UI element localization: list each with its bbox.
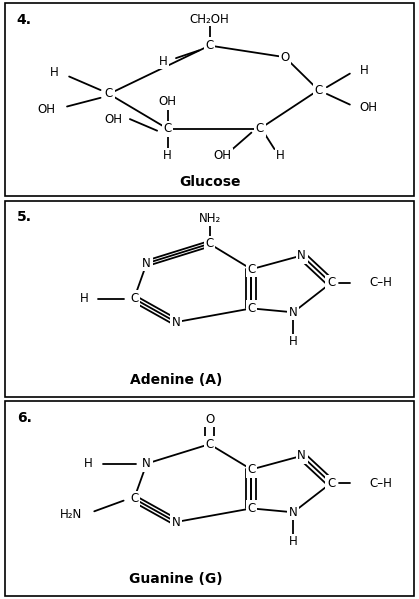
Text: C: C <box>205 438 214 450</box>
Text: O: O <box>205 413 214 426</box>
Text: C: C <box>205 39 214 52</box>
Text: C–H: C–H <box>370 477 393 489</box>
FancyBboxPatch shape <box>5 201 414 397</box>
Text: H: H <box>277 149 285 162</box>
Text: C: C <box>327 276 335 289</box>
Text: CH₂OH: CH₂OH <box>190 13 229 26</box>
Text: OH: OH <box>37 103 55 116</box>
Text: OH: OH <box>104 113 122 126</box>
Text: C: C <box>314 83 323 96</box>
Text: N: N <box>289 306 297 319</box>
Text: H: H <box>159 55 168 68</box>
Text: OH: OH <box>213 149 231 162</box>
Text: Adenine (A): Adenine (A) <box>130 373 222 387</box>
Text: C: C <box>247 263 256 276</box>
Text: NH₂: NH₂ <box>198 213 221 225</box>
FancyBboxPatch shape <box>5 3 414 196</box>
Text: C: C <box>256 122 264 135</box>
Text: 6.: 6. <box>17 411 32 425</box>
Text: N: N <box>142 257 151 270</box>
Text: H: H <box>289 535 297 548</box>
Text: N: N <box>172 316 180 329</box>
Text: N: N <box>142 457 151 470</box>
Text: C: C <box>247 302 256 315</box>
Text: C: C <box>130 292 138 305</box>
Text: Guanine (G): Guanine (G) <box>129 572 223 586</box>
Text: H: H <box>163 149 172 162</box>
Text: 5.: 5. <box>17 210 32 225</box>
Text: C: C <box>327 477 335 489</box>
Text: C: C <box>163 122 172 135</box>
Text: H: H <box>84 457 92 470</box>
Text: C: C <box>105 87 113 101</box>
Text: C: C <box>205 237 214 250</box>
Text: H: H <box>80 292 88 305</box>
Text: C: C <box>247 463 256 476</box>
Text: H: H <box>50 66 59 79</box>
Text: H: H <box>360 64 369 77</box>
Text: O: O <box>280 51 290 63</box>
Text: N: N <box>297 249 306 262</box>
FancyBboxPatch shape <box>5 401 414 596</box>
Text: C: C <box>130 492 138 505</box>
Text: C–H: C–H <box>370 276 393 289</box>
Text: H: H <box>289 335 297 348</box>
Text: N: N <box>172 516 180 528</box>
Text: H₂N: H₂N <box>60 508 83 521</box>
Text: N: N <box>289 506 297 519</box>
Text: C: C <box>247 502 256 515</box>
Text: N: N <box>297 449 306 462</box>
Text: OH: OH <box>159 95 176 108</box>
Text: Glucose: Glucose <box>179 175 240 189</box>
Text: OH: OH <box>360 101 378 114</box>
Text: 4.: 4. <box>17 13 32 27</box>
